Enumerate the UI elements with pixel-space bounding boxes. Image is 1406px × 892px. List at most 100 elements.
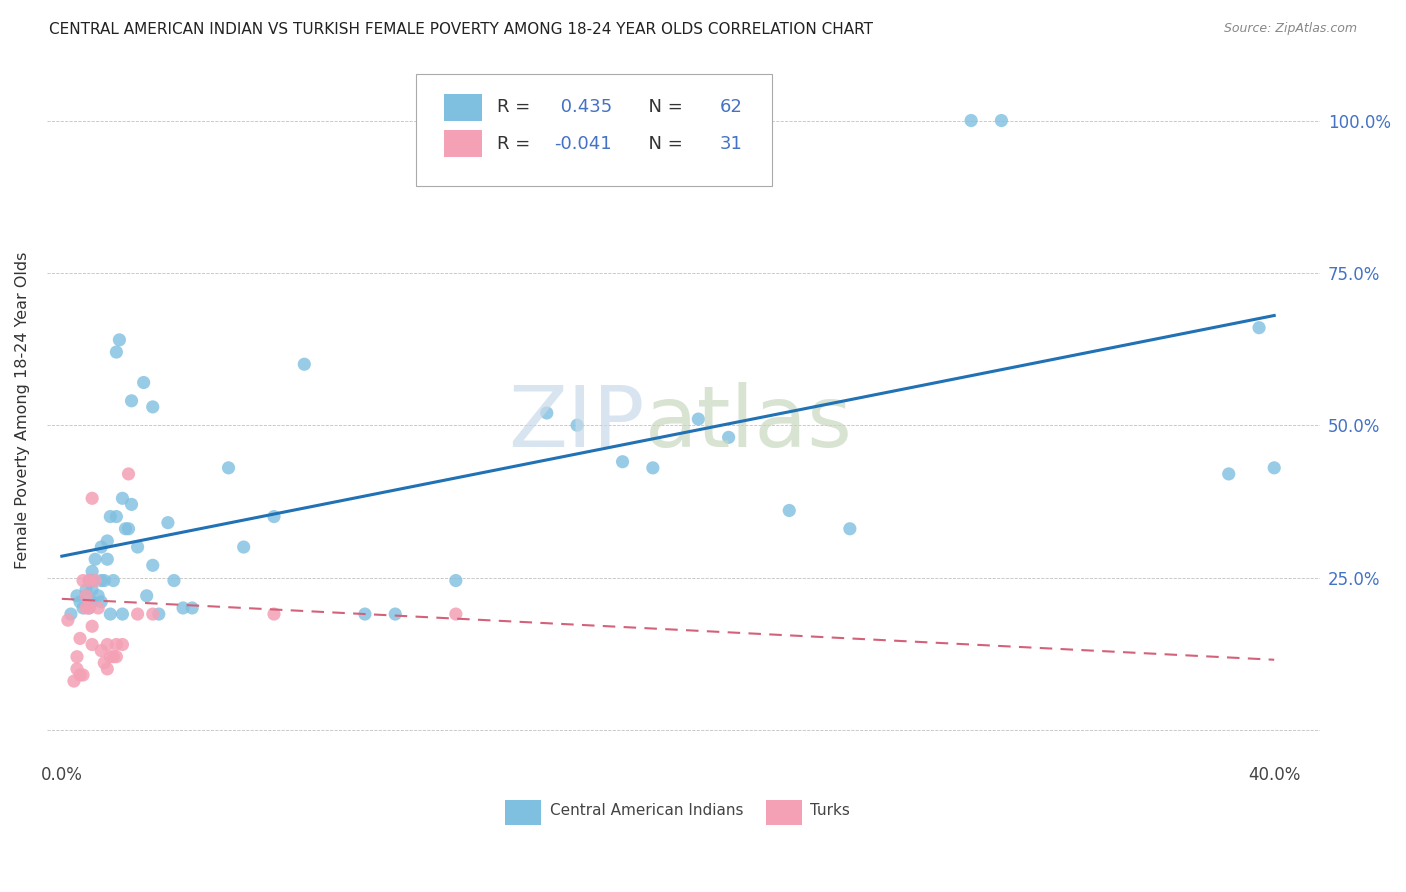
Text: 62: 62 bbox=[720, 98, 742, 116]
Point bbox=[98, 649, 121, 664]
Text: -0.041: -0.041 bbox=[554, 135, 612, 153]
Point bbox=[66, 589, 89, 603]
Point bbox=[132, 376, 155, 390]
Point bbox=[135, 589, 157, 603]
Point bbox=[960, 113, 983, 128]
Point bbox=[72, 574, 94, 588]
Point bbox=[87, 601, 110, 615]
Point bbox=[66, 662, 89, 676]
Point bbox=[75, 601, 97, 615]
Text: Source: ZipAtlas.com: Source: ZipAtlas.com bbox=[1223, 22, 1357, 36]
Text: Turks: Turks bbox=[810, 803, 851, 818]
Point bbox=[66, 649, 89, 664]
Text: CENTRAL AMERICAN INDIAN VS TURKISH FEMALE POVERTY AMONG 18-24 YEAR OLDS CORRELAT: CENTRAL AMERICAN INDIAN VS TURKISH FEMAL… bbox=[49, 22, 873, 37]
Point bbox=[93, 656, 115, 670]
Text: 0.435: 0.435 bbox=[554, 98, 612, 116]
Point bbox=[103, 649, 125, 664]
Point bbox=[117, 467, 139, 481]
Point bbox=[181, 601, 204, 615]
Point bbox=[1218, 467, 1240, 481]
Text: N =: N = bbox=[637, 98, 689, 116]
Point bbox=[82, 595, 104, 609]
Point bbox=[263, 607, 285, 621]
Point bbox=[263, 509, 285, 524]
Point bbox=[990, 113, 1012, 128]
Point bbox=[156, 516, 179, 530]
Point bbox=[72, 668, 94, 682]
Point bbox=[105, 649, 128, 664]
Point bbox=[354, 607, 377, 621]
Point bbox=[142, 400, 165, 414]
Point bbox=[142, 607, 165, 621]
Point bbox=[63, 674, 86, 689]
Point bbox=[105, 509, 128, 524]
Point bbox=[117, 522, 139, 536]
Point bbox=[641, 460, 664, 475]
Point bbox=[105, 638, 128, 652]
Text: R =: R = bbox=[498, 98, 536, 116]
Point bbox=[98, 607, 121, 621]
Point bbox=[96, 662, 118, 676]
Point bbox=[87, 589, 110, 603]
Point bbox=[82, 491, 104, 506]
FancyBboxPatch shape bbox=[505, 800, 540, 825]
Point bbox=[612, 455, 634, 469]
Point bbox=[84, 552, 107, 566]
Point bbox=[384, 607, 406, 621]
Point bbox=[121, 497, 143, 511]
Point bbox=[82, 638, 104, 652]
Text: R =: R = bbox=[498, 135, 536, 153]
Point bbox=[111, 638, 134, 652]
Text: 31: 31 bbox=[720, 135, 742, 153]
Point bbox=[69, 632, 91, 646]
Point bbox=[838, 522, 860, 536]
Point bbox=[218, 460, 240, 475]
Point bbox=[90, 540, 112, 554]
Point bbox=[82, 565, 104, 579]
Point bbox=[444, 607, 467, 621]
Point bbox=[105, 345, 128, 359]
Point bbox=[90, 574, 112, 588]
Point bbox=[77, 574, 100, 588]
Point bbox=[77, 574, 100, 588]
Point bbox=[77, 601, 100, 615]
Point bbox=[127, 607, 149, 621]
Point bbox=[121, 393, 143, 408]
Point bbox=[127, 540, 149, 554]
Point bbox=[69, 668, 91, 682]
Point bbox=[98, 509, 121, 524]
Text: Central American Indians: Central American Indians bbox=[550, 803, 742, 818]
Point bbox=[82, 582, 104, 597]
Point bbox=[1247, 320, 1270, 334]
Point bbox=[1263, 460, 1285, 475]
Point bbox=[111, 607, 134, 621]
Point bbox=[75, 589, 97, 603]
FancyBboxPatch shape bbox=[416, 74, 772, 186]
Point bbox=[172, 601, 194, 615]
Point bbox=[778, 503, 800, 517]
Point bbox=[108, 333, 131, 347]
Point bbox=[75, 589, 97, 603]
Point bbox=[75, 582, 97, 597]
Point bbox=[96, 533, 118, 548]
Point bbox=[114, 522, 136, 536]
FancyBboxPatch shape bbox=[444, 130, 482, 157]
Point bbox=[82, 574, 104, 588]
Point bbox=[536, 406, 558, 420]
Point bbox=[77, 601, 100, 615]
Point bbox=[96, 552, 118, 566]
Point bbox=[93, 574, 115, 588]
Point bbox=[103, 574, 125, 588]
Text: atlas: atlas bbox=[645, 383, 853, 466]
Point bbox=[72, 601, 94, 615]
Point bbox=[69, 595, 91, 609]
Point bbox=[142, 558, 165, 573]
Point bbox=[56, 613, 79, 627]
Point bbox=[717, 430, 740, 444]
Point bbox=[111, 491, 134, 506]
Text: N =: N = bbox=[637, 135, 689, 153]
Point bbox=[90, 595, 112, 609]
Point bbox=[90, 643, 112, 657]
Y-axis label: Female Poverty Among 18-24 Year Olds: Female Poverty Among 18-24 Year Olds bbox=[15, 252, 30, 568]
Point bbox=[292, 357, 315, 371]
